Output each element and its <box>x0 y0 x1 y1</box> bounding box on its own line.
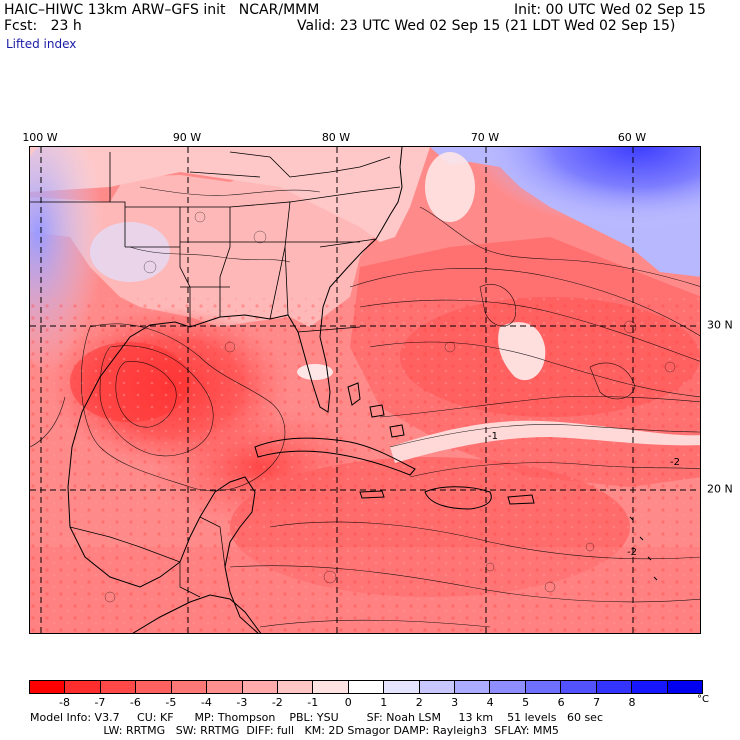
colorbar-tick-label: 5 <box>522 696 530 709</box>
small-contours <box>104 211 676 603</box>
model-title: HAIC–HIWC 13km ARW–GFS init NCAR/MMM <box>4 2 320 18</box>
mexico-borders <box>69 516 226 598</box>
colorbar-swatch <box>171 681 208 693</box>
colorbar-swatch <box>100 681 137 693</box>
colorbar-tick-label: -2 <box>271 696 283 709</box>
colorbar-swatch <box>490 681 526 693</box>
contour-label: -1 <box>488 431 498 442</box>
colorbar-swatch <box>632 681 668 693</box>
valid-time: Valid: 23 UTC Wed 02 Sep 15 (21 LDT Wed … <box>297 18 676 34</box>
latitude-label-30n: 30 N <box>707 318 733 332</box>
pale-patch-florida <box>297 364 333 380</box>
colorbar-swatch <box>667 681 703 693</box>
neutral-band-northeast <box>425 152 475 222</box>
contour-label: -2 <box>670 457 680 468</box>
weather-map: -2 -1 -2 <box>29 146 701 634</box>
colorbar-tick-label: -8 <box>58 696 70 709</box>
colorbar-swatch <box>136 681 172 693</box>
forecast-hour: Fcst: 23 h <box>4 18 82 34</box>
colorbar-swatch <box>419 681 456 693</box>
longitude-label-100w: 100 W <box>22 131 58 144</box>
lifted-index-map-svg: -2 -1 -2 <box>30 147 700 633</box>
colorbar-swatch <box>525 681 562 693</box>
colorbar-tick-label: -4 <box>200 696 212 709</box>
colorbar-swatch <box>596 681 633 693</box>
colorbar-tick-label: 3 <box>451 696 459 709</box>
contour-label: -2 <box>627 547 637 558</box>
color-scale <box>29 680 703 694</box>
colorbar-tick-label: -1 <box>307 696 319 709</box>
colorbar-tick-label: 4 <box>486 696 494 709</box>
latitude-label-20n: 20 N <box>707 482 733 496</box>
field-name: Lifted index <box>6 37 77 51</box>
colorbar-tick-label: -6 <box>129 696 141 709</box>
colorbar-tick-label: -7 <box>94 696 106 709</box>
longitude-label-90w: 90 W <box>172 131 202 144</box>
init-time: Init: 00 UTC Wed 02 Sep 15 <box>514 2 706 18</box>
stable-region-texas <box>90 222 170 282</box>
colorbar-swatch <box>384 681 420 693</box>
stable-core-northeast <box>470 147 700 257</box>
lifted-index-contours <box>30 186 700 628</box>
colorbar-tick-label: 2 <box>415 696 423 709</box>
graticule <box>30 147 700 633</box>
colorbar-tick-label: -5 <box>165 696 177 709</box>
colorbar-swatch <box>348 681 385 693</box>
longitude-label-80w: 80 W <box>321 131 351 144</box>
pale-patch-atlantic <box>498 322 546 381</box>
colorbar-unit: °C <box>697 694 709 705</box>
colorbar-swatch <box>65 681 101 693</box>
colorbar-swatch <box>207 681 243 693</box>
colorbar-tick-label: 0 <box>344 696 352 709</box>
longitude-label-70w: 70 W <box>470 131 500 144</box>
colorbar-swatch <box>30 681 66 693</box>
state-borders <box>30 151 401 333</box>
longitude-label-60w: 60 W <box>617 131 647 144</box>
northern-us-field <box>30 147 430 242</box>
colorbar-swatch <box>277 681 314 693</box>
colorbar-tick-label: 8 <box>628 696 636 709</box>
colorbar-swatch <box>313 681 349 693</box>
colorbar-swatch <box>561 681 597 693</box>
colorbar-tick-label: -3 <box>236 696 248 709</box>
colorbar-swatch <box>455 681 491 693</box>
colorbar-tick-label: 6 <box>557 696 565 709</box>
model-info-line-2: LW: RRTMG SW: RRTMG DIFF: full KM: 2D Sm… <box>30 724 559 737</box>
colorbar-tick-label: 1 <box>380 696 388 709</box>
colorbar-swatch <box>242 681 278 693</box>
model-info-line-1: Model Info: V3.7 CU: KF MP: Thompson PBL… <box>30 711 603 724</box>
coastlines <box>67 147 658 633</box>
colorbar-tick-label: 7 <box>593 696 601 709</box>
